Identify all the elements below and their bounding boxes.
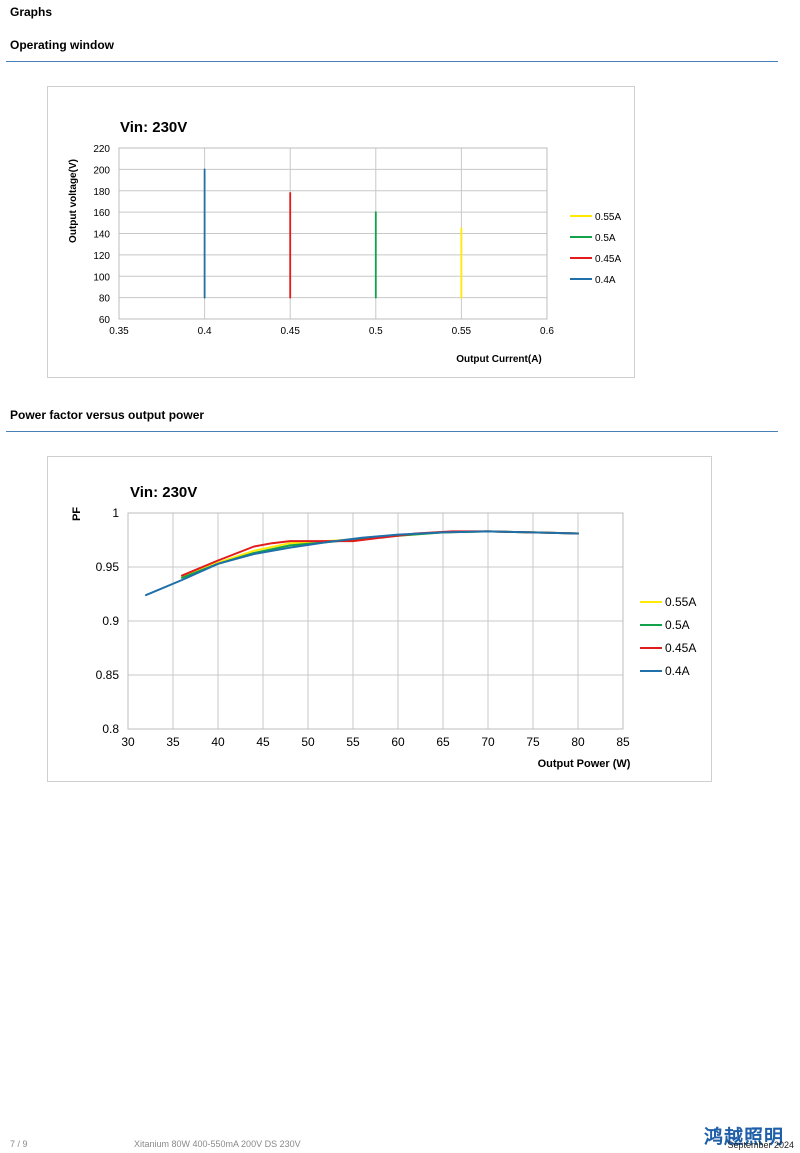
section-title-operating-window: Operating window: [10, 38, 114, 52]
logo-text: 鸿越照明: [704, 1126, 785, 1148]
y-axis-label: Output voltage(V): [68, 159, 79, 243]
x-tick-label: 35: [166, 735, 180, 749]
y-tick-label: 220: [93, 144, 110, 155]
x-tick-label: 50: [301, 735, 315, 749]
plot-area-border: [118, 147, 548, 320]
x-tick-label: 0.5: [369, 326, 383, 337]
y-tick-label: 160: [93, 208, 110, 219]
x-axis-label: Output Power (W): [538, 758, 631, 770]
footer-date: September 2024: [727, 1140, 794, 1150]
section-divider: [6, 431, 778, 432]
y-tick-label: 0.95: [96, 560, 120, 574]
x-tick-label: 0.45: [280, 326, 300, 337]
y-tick-label: 100: [93, 272, 110, 283]
legend-label: 0.5A: [665, 618, 690, 632]
y-tick-label: 0.8: [102, 722, 119, 736]
chart-title: Vin: 230V: [130, 484, 197, 501]
legend-label: 0.55A: [665, 595, 696, 609]
y-tick-label: 200: [93, 165, 110, 176]
series-line: [181, 530, 579, 577]
y-tick-label: 120: [93, 251, 110, 262]
section-title-power-factor: Power factor versus output power: [10, 408, 205, 422]
footer-document-title: Xitanium 80W 400-550mA 200V DS 230V: [134, 1139, 301, 1149]
chart-title: Vin: 230V: [120, 119, 187, 136]
legend-label: 0.55A: [595, 212, 621, 223]
legend-label: 0.45A: [595, 254, 621, 265]
x-tick-label: 75: [526, 735, 540, 749]
y-axis-label: PF: [71, 507, 83, 521]
x-tick-label: 30: [121, 735, 135, 749]
x-tick-label: 0.6: [540, 326, 554, 337]
x-tick-label: 85: [616, 735, 630, 749]
x-tick-label: 45: [256, 735, 270, 749]
x-tick-label: 0.55: [452, 326, 472, 337]
legend-label: 0.45A: [665, 641, 696, 655]
x-axis-label: Output Current(A): [456, 354, 542, 365]
page-heading: Graphs: [10, 5, 53, 19]
x-tick-label: 40: [211, 735, 225, 749]
y-tick-label: 0.85: [96, 668, 120, 682]
y-tick-label: 1: [112, 506, 119, 520]
y-tick-label: 80: [99, 294, 111, 305]
plot-area-border: [127, 512, 624, 730]
operating-window-chart: Vin: 230V Output voltage(V) Output Curre…: [47, 86, 635, 378]
legend-label: 0.4A: [595, 275, 616, 286]
legend-label: 0.4A: [665, 664, 690, 678]
operating-window-chart-svg: Vin: 230V Output voltage(V) Output Curre…: [68, 119, 621, 365]
series-line: [145, 530, 579, 597]
section-divider: [6, 61, 778, 62]
x-tick-label: 65: [436, 735, 450, 749]
y-tick-label: 180: [93, 187, 110, 198]
brand-logo: 鸿越照明 September 2024: [700, 1122, 796, 1150]
x-tick-label: 60: [391, 735, 405, 749]
power-factor-chart: Vin: 230V PF Output Power (W) 30 35 40 45 50…: [47, 456, 712, 782]
y-tick-label: 140: [93, 230, 110, 241]
x-tick-label: 0.4: [198, 326, 212, 337]
x-tick-label: 0.35: [109, 326, 129, 337]
footer-page-number: 7 / 9: [10, 1139, 28, 1149]
y-tick-label: 0.9: [102, 614, 119, 628]
x-tick-label: 55: [346, 735, 360, 749]
y-tick-label: 60: [99, 315, 111, 326]
x-tick-label: 70: [481, 735, 495, 749]
legend-label: 0.5A: [595, 233, 616, 244]
x-tick-label: 80: [571, 735, 585, 749]
power-factor-chart-svg: Vin: 230V PF Output Power (W) 30 35 40 45 50…: [71, 484, 696, 770]
